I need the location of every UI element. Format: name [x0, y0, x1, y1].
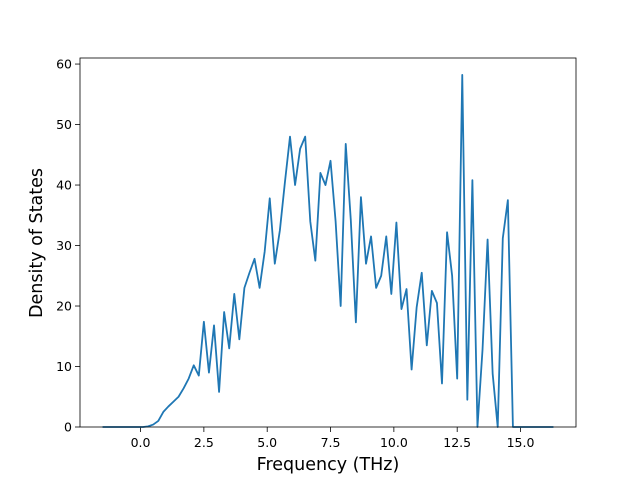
x-tick-label: 5.0	[257, 435, 277, 450]
y-tick-label: 0	[64, 420, 72, 435]
y-tick-label: 50	[56, 117, 72, 132]
x-tick-label: 2.5	[194, 435, 214, 450]
x-tick-label: 10.0	[380, 435, 408, 450]
y-tick-label: 30	[56, 238, 72, 253]
y-tick-label: 60	[56, 57, 72, 72]
x-axis-label: Frequency (THz)	[257, 455, 400, 475]
y-tick-label: 20	[56, 299, 72, 314]
plot-frame	[79, 57, 577, 428]
x-tick-label: 12.5	[443, 435, 471, 450]
y-tick-label: 40	[56, 178, 72, 193]
y-axis-label: Density of States	[27, 168, 47, 318]
x-tick-label: 15.0	[507, 435, 535, 450]
data-line	[102, 74, 554, 428]
x-tick-label: 0.0	[131, 435, 151, 450]
x-tick-label: 7.5	[321, 435, 341, 450]
y-tick-label: 10	[56, 359, 72, 374]
